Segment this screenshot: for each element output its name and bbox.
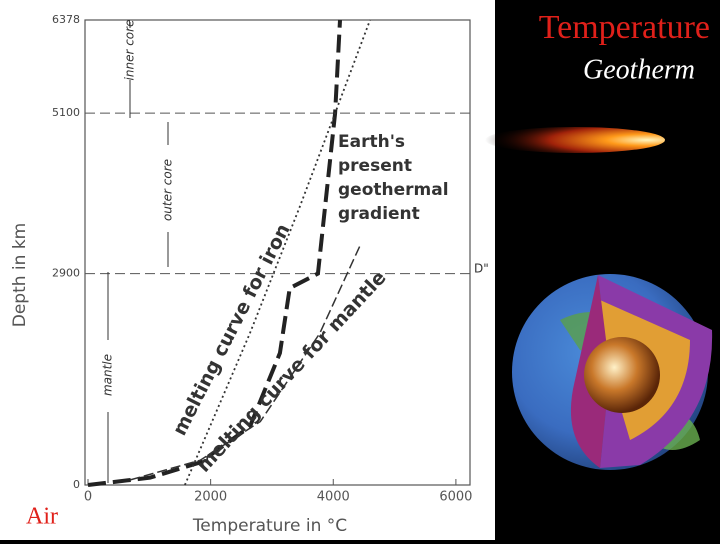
x-tick-label: 4000: [317, 490, 350, 505]
figure-background: [0, 0, 495, 540]
earth-illustration: [512, 274, 713, 470]
x-axis-label: Temperature in °C: [192, 516, 347, 536]
decoration: [485, 127, 665, 153]
plot-area: [84, 19, 471, 486]
y-axis-label: Depth in km: [10, 223, 30, 328]
y-tick-label: 2900: [52, 267, 80, 280]
slide-subtitle: Geotherm: [583, 54, 695, 85]
y-tick-label: 0: [73, 478, 80, 491]
y-tick-label: 6378: [52, 13, 80, 26]
plot-frame: [84, 19, 471, 486]
series-line: [87, 19, 343, 487]
x-tick-label: 6000: [439, 490, 472, 505]
x-tick-label: 2000: [194, 490, 227, 505]
footer-label: Air: [26, 504, 58, 530]
slide-title: Temperature: [539, 9, 710, 46]
region-label: outer core: [161, 159, 175, 221]
series-label-text: Earth's present geothermal gradient: [338, 132, 449, 224]
y-tick-label: 5100: [52, 106, 80, 119]
series-line: [130, 244, 361, 481]
boundary-label: D": [474, 262, 489, 276]
region-label: inner core: [123, 20, 137, 81]
region-label: mantle: [101, 354, 115, 396]
x-tick-label: 0: [84, 490, 92, 505]
series-label: Earth's present geothermal gradient: [338, 132, 449, 224]
